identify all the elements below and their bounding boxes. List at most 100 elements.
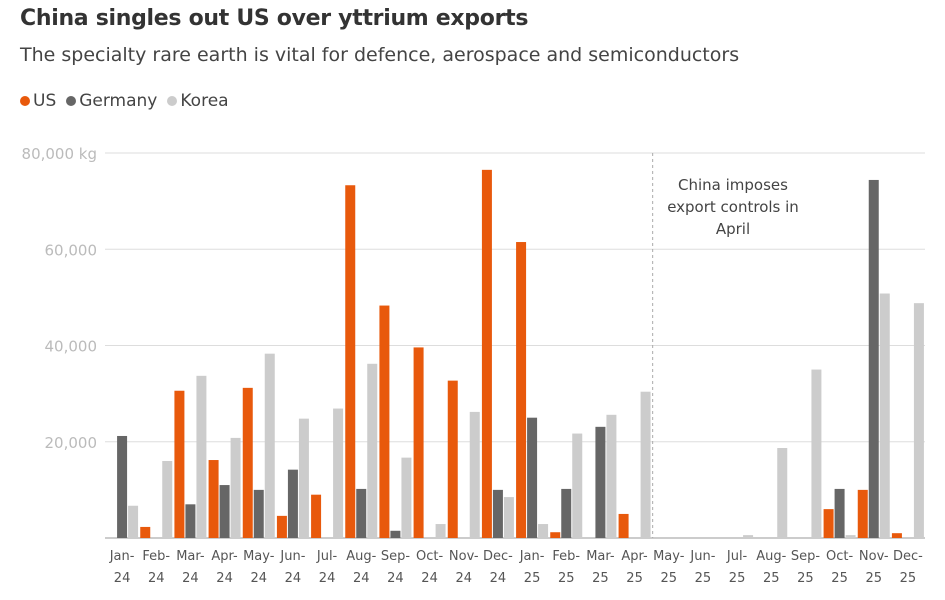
legend-swatch bbox=[66, 96, 77, 106]
bar-korea-jan-25 bbox=[538, 524, 549, 538]
bar-germany-may-24 bbox=[253, 489, 264, 538]
annotation-text: export controls in bbox=[667, 198, 799, 216]
x-tick-label: Oct- bbox=[416, 549, 443, 564]
bar-korea-sep-25 bbox=[811, 369, 822, 538]
bar-us-apr-24 bbox=[208, 460, 219, 538]
x-tick-label: 25 bbox=[695, 571, 712, 586]
bar-korea-feb-25 bbox=[572, 433, 583, 538]
x-tick-label: May- bbox=[243, 549, 275, 564]
annotation-text: April bbox=[716, 220, 750, 238]
bar-korea-feb-24 bbox=[162, 461, 173, 538]
y-tick-label: 60,000 bbox=[45, 241, 98, 259]
x-tick-label: Jul- bbox=[726, 549, 748, 564]
y-tick-label: 80,000 kg bbox=[22, 145, 97, 163]
bar-us-oct-25 bbox=[823, 509, 834, 538]
bar-germany-mar-25 bbox=[595, 426, 606, 538]
bar-us-may-24 bbox=[242, 387, 253, 538]
bar-korea-may-24 bbox=[264, 353, 275, 538]
x-tick-label: 25 bbox=[626, 571, 643, 586]
x-tick-label: Jan- bbox=[519, 549, 545, 564]
bar-germany-apr-24 bbox=[219, 485, 230, 538]
chart-title: China singles out US over yttrium export… bbox=[20, 6, 529, 31]
x-tick-label: Dec- bbox=[893, 549, 923, 564]
legend-label: Germany bbox=[79, 91, 158, 111]
bar-germany-feb-25 bbox=[561, 488, 572, 538]
bar-germany-nov-25 bbox=[868, 179, 879, 538]
x-tick-label: Mar- bbox=[586, 549, 615, 564]
x-tick-label: Feb- bbox=[552, 549, 580, 564]
x-tick-label: 24 bbox=[285, 571, 302, 586]
bar-germany-oct-25 bbox=[834, 488, 845, 538]
bar-korea-dec-24 bbox=[503, 497, 514, 538]
bar-korea-oct-24 bbox=[435, 524, 446, 538]
legend-label: Korea bbox=[180, 91, 229, 111]
x-tick-label: Jun- bbox=[689, 549, 715, 564]
bar-germany-aug-24 bbox=[356, 488, 367, 538]
x-tick-label: 24 bbox=[421, 571, 438, 586]
x-tick-label: 25 bbox=[900, 571, 917, 586]
x-tick-label: Nov- bbox=[859, 549, 889, 564]
x-tick-label: 24 bbox=[148, 571, 165, 586]
bar-korea-oct-25 bbox=[845, 535, 856, 538]
x-tick-label: 24 bbox=[455, 571, 472, 586]
bar-us-jun-24 bbox=[276, 515, 287, 538]
bar-us-nov-24 bbox=[447, 380, 458, 538]
x-tick-label: 24 bbox=[353, 571, 370, 586]
x-tick-label: Feb- bbox=[142, 549, 170, 564]
bar-korea-apr-25 bbox=[640, 391, 651, 538]
bar-us-sep-24 bbox=[379, 305, 390, 538]
legend-item-germany: Germany bbox=[66, 91, 157, 111]
x-tick-label: Dec- bbox=[483, 549, 513, 564]
bar-germany-dec-24 bbox=[492, 489, 503, 538]
x-tick-label: Jan- bbox=[109, 549, 135, 564]
bar-germany-sep-24 bbox=[390, 530, 401, 538]
bar-germany-jan-24 bbox=[117, 435, 128, 538]
x-tick-label: 24 bbox=[319, 571, 336, 586]
x-tick-label: Aug- bbox=[346, 549, 376, 564]
legend-item-us: US bbox=[20, 91, 56, 111]
chart-subtitle: The specialty rare earth is vital for de… bbox=[20, 44, 740, 66]
x-tick-label: 25 bbox=[524, 571, 541, 586]
bar-us-apr-25 bbox=[618, 513, 629, 538]
bar-us-oct-24 bbox=[413, 347, 424, 538]
x-tick-label: 24 bbox=[216, 571, 233, 586]
x-tick-label: 25 bbox=[729, 571, 746, 586]
x-tick-label: 24 bbox=[250, 571, 267, 586]
bar-us-jan-25 bbox=[516, 242, 527, 538]
bar-us-feb-24 bbox=[140, 526, 151, 538]
bar-us-dec-24 bbox=[481, 169, 492, 538]
legend-item-korea: Korea bbox=[167, 91, 229, 111]
x-tick-label: Jul- bbox=[316, 549, 338, 564]
x-tick-label: Jun- bbox=[279, 549, 305, 564]
bar-korea-aug-24 bbox=[367, 363, 378, 538]
legend: US Germany Korea bbox=[20, 91, 229, 111]
bar-korea-nov-25 bbox=[879, 293, 890, 538]
x-tick-label: Sep- bbox=[791, 549, 821, 564]
annotation-text: China imposes bbox=[678, 176, 788, 194]
y-tick-label: 40,000 bbox=[45, 338, 98, 356]
x-tick-label: Apr- bbox=[211, 549, 238, 564]
bar-korea-jul-24 bbox=[333, 408, 344, 538]
bar-us-nov-25 bbox=[857, 489, 868, 538]
bar-us-dec-25 bbox=[891, 533, 902, 538]
x-tick-label: May- bbox=[653, 549, 685, 564]
y-tick-label: 20,000 bbox=[45, 434, 98, 452]
bar-korea-mar-25 bbox=[606, 414, 617, 538]
x-tick-label: 25 bbox=[797, 571, 814, 586]
x-tick-label: 24 bbox=[490, 571, 507, 586]
bar-korea-jun-24 bbox=[298, 418, 309, 538]
x-tick-label: 25 bbox=[865, 571, 882, 586]
x-tick-label: Sep- bbox=[381, 549, 411, 564]
x-tick-label: 25 bbox=[558, 571, 575, 586]
bar-germany-jan-25 bbox=[527, 417, 538, 538]
x-tick-label: Oct- bbox=[826, 549, 853, 564]
x-tick-label: Aug- bbox=[756, 549, 786, 564]
x-tick-label: Nov- bbox=[449, 549, 479, 564]
x-tick-label: 25 bbox=[660, 571, 677, 586]
x-tick-label: 25 bbox=[763, 571, 780, 586]
x-tick-label: 24 bbox=[387, 571, 404, 586]
bar-korea-apr-24 bbox=[230, 437, 241, 538]
bar-korea-jul-25 bbox=[743, 535, 754, 538]
